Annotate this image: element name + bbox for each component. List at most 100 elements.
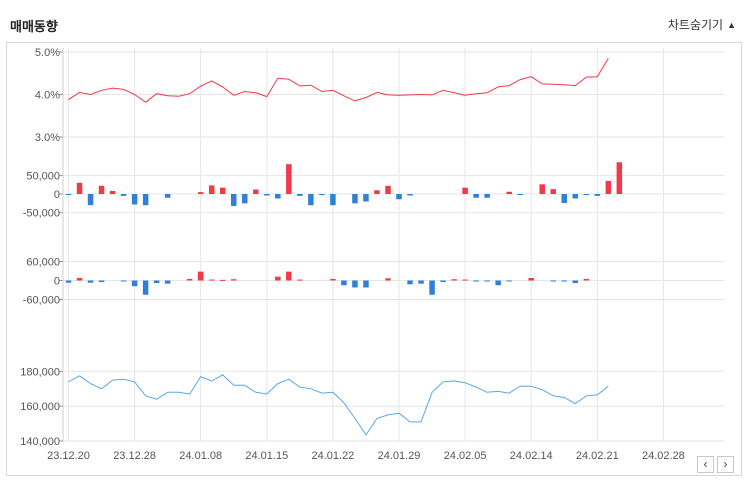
flow1-bar [407,194,413,196]
flow1-bar [374,190,380,194]
flow2-bar [561,280,568,282]
y-tick-label: -50,000 [23,208,60,220]
triangle-up-icon: ▲ [727,19,736,30]
flow2-bar [550,280,556,282]
flow2-bar [440,280,446,283]
flow1-bar [462,187,468,194]
flow2-bar [473,280,479,282]
flow1-bar [131,194,138,205]
flow2-bar [186,278,193,281]
flow1-bar [275,194,281,199]
flow2-bar [572,280,579,284]
flow2-bar [142,280,149,295]
flow1-bar [605,180,612,194]
rate-line [68,58,609,103]
flow2-bar [583,278,590,281]
x-tick-label: 24.01.29 [378,450,421,462]
price-line [68,374,609,436]
flow1-bar [264,194,270,196]
flow1-bar [242,194,248,204]
flow1-bar [352,194,358,204]
flow1-bar [484,194,490,198]
chart-frame [6,42,742,476]
next-button[interactable]: › [717,456,734,473]
flow2-bar [429,280,435,295]
flow2-bar [65,280,72,283]
flow1-bar [286,164,292,194]
x-tick-label: 24.02.05 [444,450,487,462]
y-tick-label: 60,000 [26,257,60,269]
flow2-bar [76,277,83,281]
flow1-bar [197,192,204,194]
flow2-bar [330,278,336,281]
x-tick-label: 23.12.20 [47,450,90,462]
flow1-bar [297,194,303,196]
flow2-bar [297,279,303,281]
y-tick-label: 180,000 [20,366,60,378]
y-tick-label: 3.0% [35,132,60,144]
flow2-bar [208,279,215,281]
y-tick-label: 140,000 [20,436,60,448]
flow1-bar [473,194,479,198]
flow1-bar [616,162,623,194]
flow1-bar [164,194,171,198]
flow1-bar [98,185,105,194]
prev-button[interactable]: ‹ [697,456,714,473]
flow2-bar [418,280,424,284]
flow2-bar [197,271,204,281]
flow1-bar [396,194,402,200]
flow2-bar [153,280,160,284]
flow1-bar [517,194,523,195]
x-tick-label: 24.01.15 [245,450,288,462]
flow1-bar [231,194,237,206]
flow2-bar [87,280,94,283]
flow1-bar [76,182,83,194]
flow2-bar [286,271,292,281]
x-tick-label: 24.01.22 [311,450,354,462]
flow2-bar [275,276,281,281]
y-tick-label: 4.0% [35,90,60,102]
flow1-bar [142,194,149,206]
page-title: 매매동향 [10,19,58,34]
flow1-bar [109,191,116,194]
x-tick-label: 23.12.28 [113,450,156,462]
flow1-bar [208,185,215,194]
flow1-bar [572,194,579,199]
flow1-bar [120,194,127,196]
flow1-bar [308,194,314,206]
flow2-bar [462,279,468,281]
flow2-bar [98,280,105,283]
flow1-bar [330,194,336,206]
flow2-bar [352,280,358,288]
x-tick-label: 24.02.14 [510,450,553,462]
flow1-bar [253,189,259,194]
flow2-bar [484,280,490,282]
flow2-bar [120,280,127,282]
flow2-bar [506,280,512,282]
x-tick-label: 24.02.21 [576,450,619,462]
flow1-bar [219,187,226,194]
flow1-bar [363,194,369,202]
flow1-bar [594,194,601,196]
y-tick-label: 0 [54,189,60,201]
flow1-bar [550,189,556,194]
flow1-bar [87,194,94,206]
flow2-bar [231,279,237,281]
y-tick-label: 0 [54,276,60,288]
flow1-bar [539,184,545,194]
flow2-bar [219,279,226,281]
flow1-bar [583,194,590,195]
y-tick-label: 50,000 [26,170,60,182]
flow2-bar [363,280,369,288]
flow2-bar [385,278,391,281]
hide-chart-label: 차트숨기기 [667,18,724,32]
flow1-bar [561,194,568,203]
flow1-bar [506,191,512,194]
flow1-bar [65,194,72,195]
flow2-bar [131,280,138,287]
flow2-bar [451,279,457,281]
hide-chart-button[interactable]: 차트숨기기 ▲ [668,16,736,33]
x-tick-label: 24.01.08 [179,450,222,462]
flow2-bar [528,277,534,281]
